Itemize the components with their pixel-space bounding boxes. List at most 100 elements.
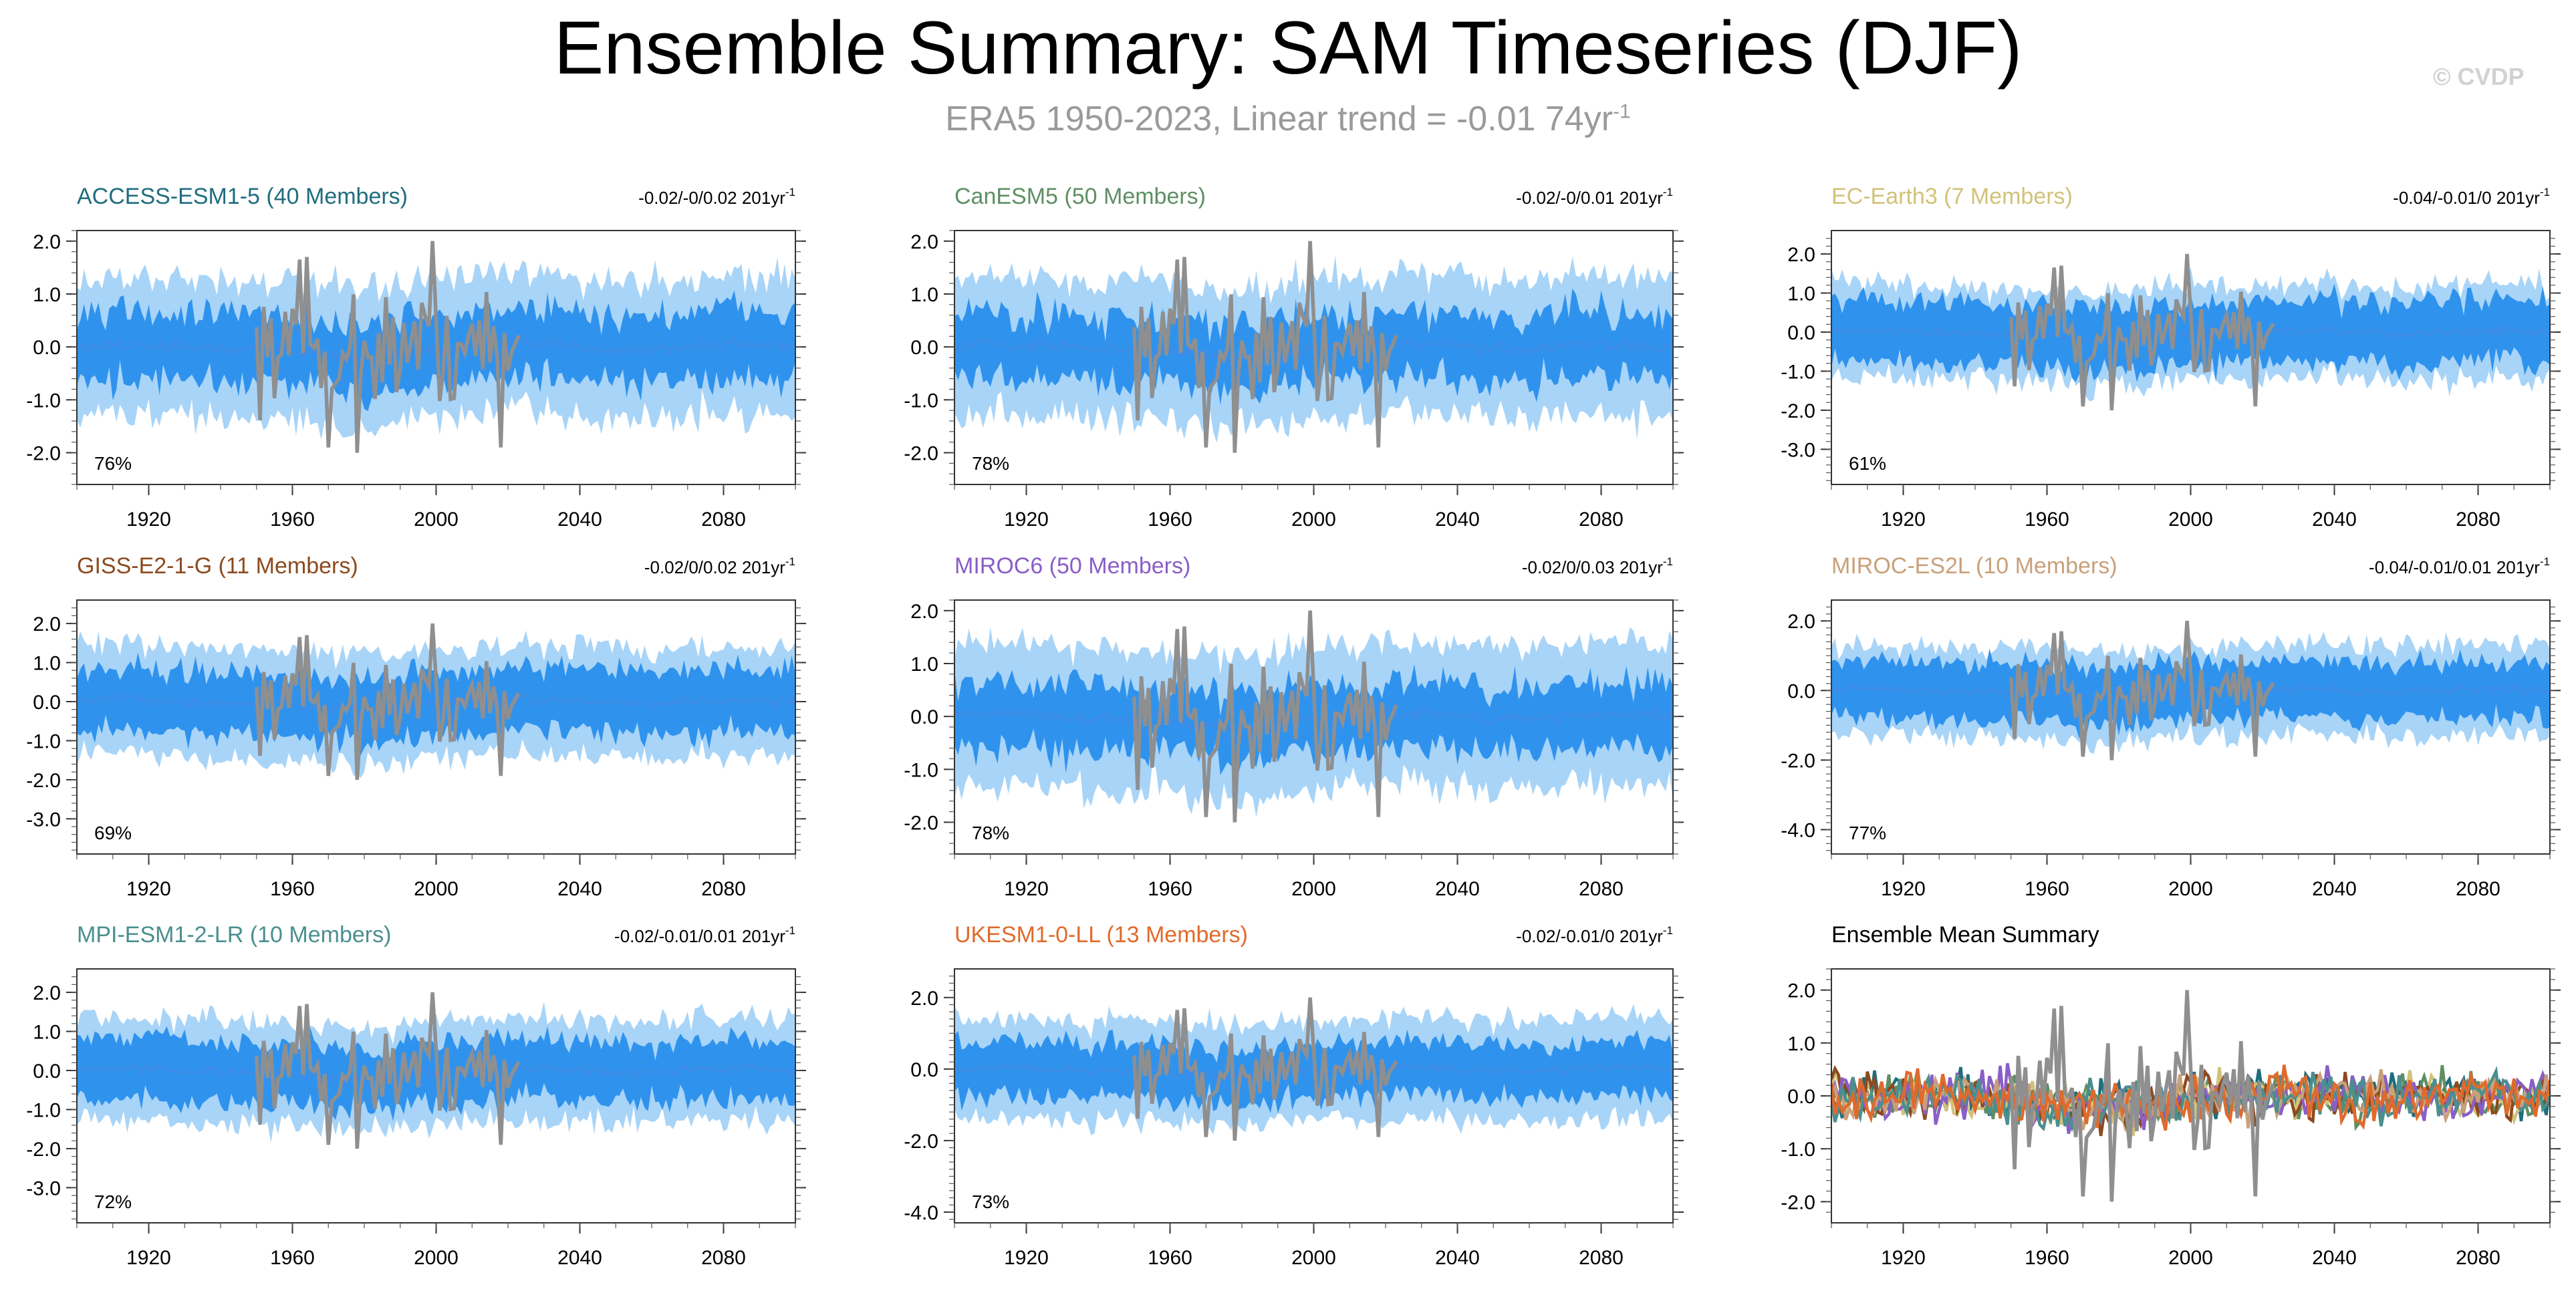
y-tick-label: -4.0 <box>904 1202 938 1224</box>
panel-title: Ensemble Mean Summary <box>1831 922 2099 948</box>
x-tick-label: 1920 <box>1004 1247 1049 1269</box>
y-tick-label: 2.0 <box>910 231 938 253</box>
panel-percentage: 72% <box>94 1191 132 1212</box>
plot-area <box>1831 253 2550 411</box>
y-tick-label: 0.0 <box>910 1059 938 1081</box>
observation-line <box>2009 990 2275 1202</box>
panel-percentage: 69% <box>94 823 132 843</box>
x-tick-label: 1960 <box>270 1247 315 1269</box>
x-tick-label: 2080 <box>701 878 746 900</box>
subtitle-superscript: -1 <box>1613 100 1631 123</box>
plot-area <box>954 241 1673 453</box>
plot-area <box>77 623 795 780</box>
trend-superscript: -1 <box>785 924 795 937</box>
observation-line <box>255 241 521 453</box>
x-tick-label: 2000 <box>2168 509 2213 531</box>
x-tick-label: 2080 <box>2456 1247 2500 1269</box>
panel-percentage: 77% <box>1849 823 1886 843</box>
y-tick-label: 2.0 <box>33 613 61 635</box>
trend-superscript: -1 <box>1663 924 1673 937</box>
y-tick-label: 0.0 <box>1787 322 1815 344</box>
x-tick-label: 2000 <box>2168 1247 2213 1269</box>
panel-trend: -0.04/-0.01/0.01 201yr-1 <box>2369 555 2550 577</box>
x-tick-label: 1960 <box>2025 878 2069 900</box>
x-tick-label: 1920 <box>1881 878 1926 900</box>
x-tick-label: 1960 <box>1148 878 1192 900</box>
plot-area <box>77 241 795 453</box>
x-tick-label: 2080 <box>1579 509 1624 531</box>
y-tick-label: 1.0 <box>1787 283 1815 305</box>
y-tick-label: -2.0 <box>26 1139 61 1161</box>
x-tick-label: 1920 <box>1881 509 1926 531</box>
observation-line <box>2009 253 2275 411</box>
x-tick-label: 2040 <box>1435 878 1480 900</box>
y-tick-label: 0.0 <box>33 337 61 359</box>
x-tick-label: 1920 <box>126 878 171 900</box>
y-tick-label: 2.0 <box>1787 980 1815 1002</box>
y-tick-label: -1.0 <box>904 390 938 412</box>
x-tick-label: 2040 <box>557 1247 602 1269</box>
x-tick-label: 2040 <box>557 509 602 531</box>
trend-superscript: -1 <box>785 555 795 568</box>
observation-line <box>1132 241 1398 453</box>
y-tick-label: -1.0 <box>26 390 61 412</box>
y-tick-label: 0.0 <box>33 692 61 714</box>
y-tick-label: -2.0 <box>26 443 61 465</box>
y-tick-label: -4.0 <box>1781 820 1815 842</box>
y-tick-label: 0.0 <box>1787 1086 1815 1108</box>
x-tick-label: 1960 <box>270 509 315 531</box>
model-mean-line-8 <box>1831 1064 2550 1131</box>
y-tick-label: -2.0 <box>1781 750 1815 772</box>
x-tick-label: 2040 <box>1435 1247 1480 1269</box>
page-subtitle: ERA5 1950-2023, Linear trend = -0.01 74y… <box>0 99 2576 139</box>
x-tick-label: 1920 <box>126 1247 171 1269</box>
x-tick-label: 2080 <box>1579 878 1624 900</box>
trend-superscript: -1 <box>1663 555 1673 568</box>
panel-title: GISS-E2-1-G (11 Members) <box>77 553 358 579</box>
panel-title: UKESM1-0-LL (13 Members) <box>954 922 1248 948</box>
y-tick-label: -3.0 <box>1781 439 1815 461</box>
x-tick-label: 2040 <box>557 878 602 900</box>
plot-area <box>1831 990 2550 1202</box>
observation-line <box>255 992 521 1149</box>
panel-title: CanESM5 (50 Members) <box>954 184 1206 209</box>
x-tick-label: 2080 <box>1579 1247 1624 1269</box>
panel-title: MIROC-ES2L (10 Members) <box>1831 553 2117 579</box>
y-tick-label: -1.0 <box>1781 361 1815 383</box>
y-tick-label: 0.0 <box>910 337 938 359</box>
observation-line <box>255 623 521 780</box>
x-tick-label: 2000 <box>2168 878 2213 900</box>
subtitle-text: ERA5 1950-2023, Linear trend = -0.01 74y… <box>945 100 1614 138</box>
chart-panel-6: MIROC-ES2L (10 Members) -0.04/-0.01/0.01 … <box>1781 553 2561 900</box>
chart-panel-1: ACCESS-ESM1-5 (40 Members) -0.02/-0/0.02 … <box>26 184 806 531</box>
panel-trend: -0.02/-0.01/0 201yr-1 <box>1516 924 1673 946</box>
panel-title: EC-Earth3 (7 Members) <box>1831 184 2073 209</box>
panel-trend: -0.02/-0/0.02 201yr-1 <box>638 186 795 208</box>
plot-area <box>954 610 1673 823</box>
panel-trend: -0.02/-0.01/0.01 201yr-1 <box>614 924 795 946</box>
chart-panel-5: MIROC6 (50 Members) -0.02/0/0.03 201yr-1 2… <box>904 553 1684 900</box>
y-tick-label: -2.0 <box>1781 400 1815 422</box>
panel-percentage: 78% <box>972 823 1009 843</box>
y-tick-label: 2.0 <box>1787 611 1815 633</box>
y-tick-label: -1.0 <box>904 759 938 781</box>
x-tick-label: 2080 <box>701 509 746 531</box>
y-tick-label: 2.0 <box>33 982 61 1004</box>
x-tick-label: 1960 <box>1148 1247 1192 1269</box>
trend-superscript: -1 <box>1663 186 1673 198</box>
x-tick-label: 1960 <box>2025 1247 2069 1269</box>
x-tick-label: 1960 <box>1148 509 1192 531</box>
x-tick-label: 2080 <box>701 1247 746 1269</box>
plot-area <box>77 992 795 1149</box>
chart-panel-8: UKESM1-0-LL (13 Members) -0.02/-0.01/0 20… <box>904 922 1684 1269</box>
y-tick-label: 0.0 <box>1787 680 1815 702</box>
y-tick-label: 1.0 <box>1787 1033 1815 1055</box>
x-tick-label: 1920 <box>1881 1247 1926 1269</box>
x-tick-label: 2000 <box>414 1247 459 1269</box>
chart-panel-9: Ensemble Mean Summary 2.0 1.0 0.0 -1.0 -2.0 19… <box>1781 922 2561 1269</box>
y-tick-label: -2.0 <box>1781 1191 1815 1213</box>
panel-percentage: 61% <box>1849 453 1886 474</box>
observation-line <box>1132 997 1398 1141</box>
x-tick-label: 2000 <box>414 509 459 531</box>
